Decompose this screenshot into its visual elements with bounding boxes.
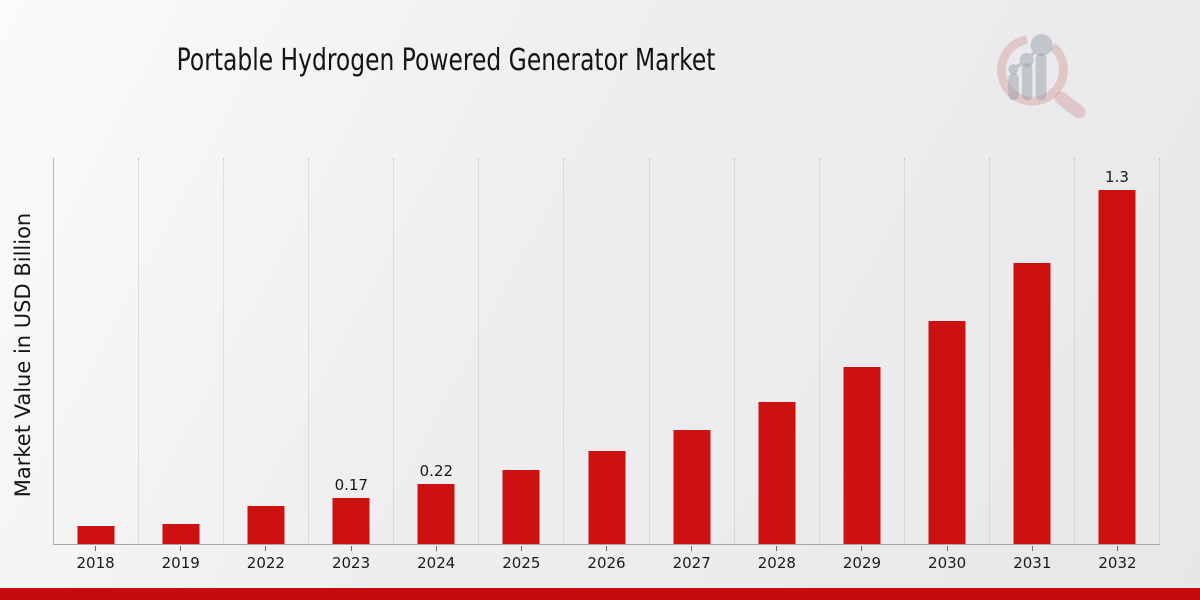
grid-cell <box>564 158 650 544</box>
bar-2024 <box>417 484 455 544</box>
x-axis-category: 2029 <box>819 546 904 572</box>
bar-2029 <box>843 367 881 544</box>
x-axis-category: 2027 <box>649 546 734 572</box>
logo-bars <box>1008 53 1047 101</box>
x-tick-label: 2030 <box>928 554 967 572</box>
magnifier-ring <box>997 35 1068 106</box>
x-tick <box>861 546 863 551</box>
bar-2028 <box>758 402 796 544</box>
grid-cell <box>905 158 990 544</box>
grid-cell <box>139 158 225 544</box>
y-axis-label: Market Value in USD Billion <box>11 212 35 498</box>
footer-accent-bar <box>0 588 1200 600</box>
x-axis-category: 2032 <box>1075 546 1160 572</box>
x-tick-label: 2032 <box>1098 554 1137 572</box>
bar-2022 <box>247 506 285 544</box>
logo-trend-line <box>1008 34 1053 75</box>
x-tick-label: 2027 <box>672 554 711 572</box>
x-tick-label: 2026 <box>587 554 626 572</box>
grid-cell <box>990 158 1075 544</box>
x-tick <box>776 546 778 551</box>
bar-2026 <box>588 451 625 544</box>
x-tick <box>95 546 97 551</box>
x-tick <box>435 546 437 551</box>
x-tick-label: 2029 <box>842 554 882 572</box>
x-tick-label: 2025 <box>502 554 541 572</box>
x-tick <box>265 546 267 551</box>
grid-cell <box>735 158 820 544</box>
x-tick-label: 2028 <box>757 554 796 572</box>
bar-2019 <box>162 524 200 544</box>
x-tick <box>180 546 182 551</box>
x-axis: 2018 2019 2022 2023 2024 2025 2026 2027 2028 2029… <box>53 546 1160 572</box>
bar-2030 <box>928 321 966 544</box>
x-axis-category: 2024 <box>394 546 479 572</box>
bar-2023 <box>332 498 370 544</box>
x-tick <box>1116 546 1118 551</box>
x-axis-category: 2023 <box>308 546 393 572</box>
x-axis-category: 2019 <box>138 546 223 572</box>
x-tick-label: 2024 <box>417 554 456 572</box>
bar-value-label: 0.17 <box>334 476 368 494</box>
plot-area: 0.17 0.22 1.3 <box>53 158 1161 545</box>
x-tick <box>946 546 948 551</box>
grid-cell <box>650 158 735 544</box>
x-axis-category: 2030 <box>905 546 990 572</box>
x-tick <box>350 546 352 551</box>
x-tick <box>520 546 522 551</box>
magnifier-handle <box>1054 91 1086 119</box>
x-tick-label: 2022 <box>246 554 285 572</box>
x-axis-category: 2025 <box>479 546 564 572</box>
x-axis-category: 2026 <box>564 546 649 572</box>
x-axis-category: 2031 <box>990 546 1075 572</box>
bar-2032 <box>1098 190 1136 544</box>
grid-cell: 1.3 <box>1075 158 1161 544</box>
x-tick-label: 2018 <box>76 554 115 572</box>
x-tick-label: 2019 <box>161 554 200 572</box>
bar-2027 <box>673 430 711 544</box>
grid-cell <box>479 158 565 544</box>
bar-2025 <box>502 470 540 544</box>
x-axis-category: 2022 <box>223 546 308 572</box>
bar-value-label: 1.3 <box>1105 168 1129 186</box>
x-tick-label: 2023 <box>331 554 371 572</box>
bar-2031 <box>1013 263 1051 544</box>
x-tick <box>691 546 693 551</box>
x-axis-category: 2018 <box>53 546 138 572</box>
grid-cell <box>54 158 140 544</box>
grid-cell: 0.22 <box>394 158 480 544</box>
x-tick-label: 2031 <box>1013 554 1052 572</box>
x-axis-category: 2028 <box>734 546 819 572</box>
chart-title: Portable Hydrogen Powered Generator Mark… <box>176 43 716 78</box>
x-tick <box>606 546 608 551</box>
grid-cell <box>224 158 310 544</box>
grid-cell: 0.17 <box>309 158 395 544</box>
magnifier-bar-chart-logo-icon <box>997 34 1086 119</box>
bar-value-label: 0.22 <box>419 462 454 480</box>
x-tick <box>1031 546 1033 551</box>
grid-cell <box>820 158 905 544</box>
bar-2018 <box>77 526 115 544</box>
